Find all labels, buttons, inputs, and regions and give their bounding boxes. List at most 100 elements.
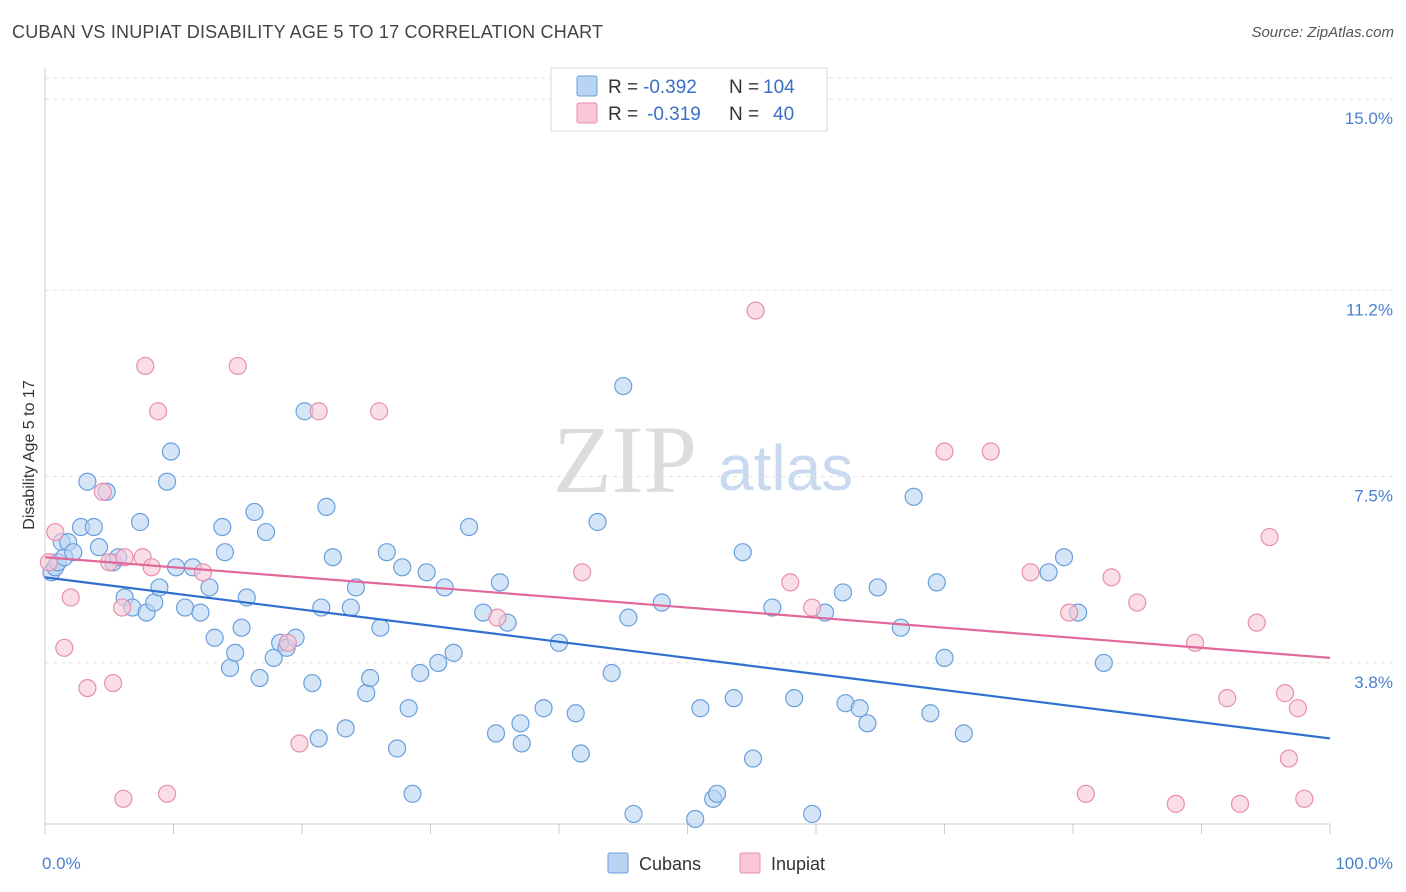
cubans-point-57 [403,784,422,803]
inupiat-point-34 [1166,794,1185,813]
cubans-point-85 [733,543,752,562]
cubans-point-18 [145,593,164,612]
cubans-point-48 [341,598,360,617]
cubans-point-10 [89,538,109,557]
bottom-legend-label-inupiat: Inupiat [771,854,825,874]
cubans-point-91 [833,583,853,602]
grid-lines [45,77,1392,664]
inupiat-point-43 [1295,789,1314,808]
y-tick-label-3: 15.0% [1345,109,1393,128]
inupiat-point-38 [1247,613,1266,632]
inupiat-point-41 [1279,749,1298,768]
inupiat-point-29 [1021,563,1040,582]
cubans-point-50 [357,684,376,703]
cubans-point-84 [724,689,743,708]
cubans-point-86 [743,749,763,768]
cubans-point-103 [1054,548,1074,567]
inupiat-point-36 [1218,689,1237,708]
inupiat-point-37 [1230,794,1250,813]
cubans-points [42,376,1113,829]
cubans-point-29 [215,543,234,562]
cubans-point-73 [571,744,590,763]
cubans-point-43 [309,729,328,748]
inupiat-point-30 [1060,603,1079,622]
legend-n-value-cubans: 104 [763,77,795,98]
cubans-point-31 [226,643,245,662]
cubans-point-25 [191,603,210,622]
cubans-point-100 [935,648,954,667]
cubans-point-98 [921,704,940,723]
inupiat-point-4 [78,678,97,698]
inupiat-point-31 [1076,784,1095,803]
inupiat-point-28 [981,442,1000,461]
cubans-point-94 [858,714,877,733]
cubans-point-95 [868,578,887,597]
inupiat-points [39,301,1314,813]
inupiat-point-21 [370,402,389,421]
bottom-legend-swatch-inupiat [739,852,761,874]
inupiat-point-16 [193,563,213,582]
cubans-point-49 [346,578,366,597]
cubans-point-58 [411,663,430,683]
cubans-point-52 [371,618,390,637]
legend-n-label-cubans: N = [729,77,759,98]
legend-r-label-inupiat: R = [608,104,638,125]
inupiat-point-9 [114,789,133,808]
inupiat-point-33 [1128,593,1147,612]
inupiat-point-1 [46,522,65,542]
cubans-point-6 [64,543,83,562]
cubans-point-74 [588,512,607,532]
cubans-point-59 [417,563,436,582]
cubans-point-78 [624,804,643,824]
cubans-point-69 [512,734,531,753]
inupiat-point-13 [142,558,161,577]
inupiat-point-2 [55,638,74,657]
cubans-point-83 [707,784,727,803]
cubans-point-47 [336,719,355,738]
cubans-point-62 [444,643,463,662]
legend-r-value-cubans: -0.392 [643,77,697,98]
cubans-point-87 [763,598,782,617]
cubans-point-63 [459,517,479,537]
inupiat-point-12 [136,356,155,376]
bottom-legend-swatch-cubans [607,852,629,874]
cubans-point-37 [264,648,283,667]
cubans-point-93 [850,699,869,718]
inupiat-point-8 [112,598,132,617]
cubans-point-88 [785,689,804,708]
inupiat-point-14 [148,402,168,421]
inupiat-point-19 [290,734,309,753]
inupiat-point-5 [93,482,112,501]
y-tick-label-2: 11.2% [1346,300,1393,319]
inupiat-point-26 [803,598,822,617]
cubans-point-8 [78,472,97,491]
cubans-point-16 [130,512,150,532]
inupiat-point-10 [115,548,134,567]
trend-lines [44,556,1331,740]
cubans-point-105 [1094,653,1113,673]
cubans-point-32 [232,618,251,637]
watermark-zip: ZIP [553,406,697,513]
cubans-point-99 [927,573,946,592]
cubans-point-42 [303,673,322,693]
cubans-point-77 [619,608,638,627]
inupiat-point-27 [935,442,954,461]
cubans-point-56 [399,699,418,718]
axes [44,68,1331,834]
x-tick-label-right: 100.0% [1335,854,1393,873]
inupiat-point-17 [228,356,247,376]
inupiat-point-23 [573,563,592,582]
cubans-point-36 [256,522,276,542]
inupiat-point-15 [157,784,177,803]
cubans-point-51 [361,668,380,688]
inupiat-point-40 [1275,684,1295,703]
cubans-point-45 [317,497,336,516]
cubans-point-96 [891,618,910,637]
legend-swatch-cubans [576,75,598,97]
cubans-point-80 [686,809,705,829]
cubans-point-9 [84,517,103,537]
cubans-point-97 [904,487,923,506]
legend-r-value-inupiat: -0.319 [647,104,701,125]
inupiat-point-24 [746,301,765,320]
